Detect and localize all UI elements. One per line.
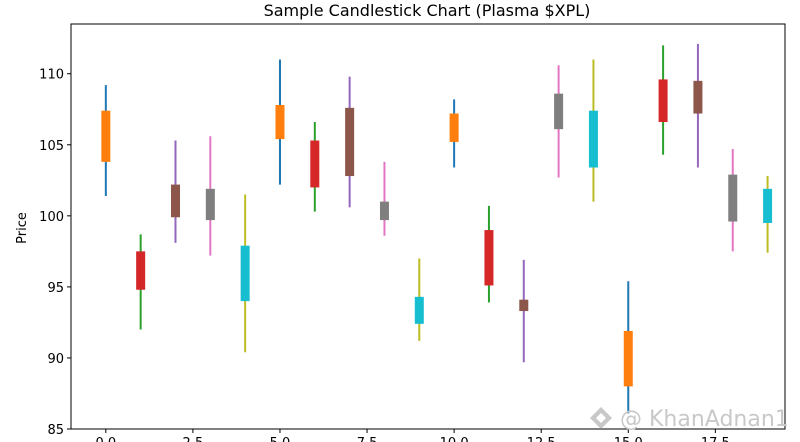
candle <box>554 65 564 178</box>
y-tick-label: 100 <box>39 210 64 225</box>
candle <box>484 205 494 303</box>
candle-body <box>693 80 703 114</box>
x-tick-label: 15.0 <box>614 436 643 442</box>
candle-body <box>623 330 633 387</box>
candle-body <box>449 113 459 142</box>
x-tick-label: 17.5 <box>701 436 730 442</box>
candle-body <box>136 251 146 290</box>
x-tick-label: 7.5 <box>357 436 378 442</box>
x-tick-label: 0.0 <box>95 436 116 442</box>
y-tick-label: 110 <box>39 68 64 83</box>
candle <box>379 161 389 236</box>
candle-body <box>170 184 180 218</box>
candle <box>205 136 215 256</box>
candle <box>414 258 424 341</box>
candle-body <box>763 188 773 223</box>
candle-body <box>275 105 285 140</box>
plot-frame <box>70 23 786 430</box>
candle-body <box>379 201 389 221</box>
y-tick-label: 95 <box>47 281 64 296</box>
candle-body <box>588 110 598 168</box>
candle-body <box>658 79 668 123</box>
y-tick-label: 85 <box>47 423 64 438</box>
candle <box>310 122 320 212</box>
candle <box>136 234 146 330</box>
candle-body <box>101 110 111 162</box>
candle <box>588 59 598 202</box>
y-tick-label: 90 <box>47 352 64 367</box>
candle-body <box>519 299 529 312</box>
candle <box>763 176 773 253</box>
watermark: @ KhanAdnan1 <box>590 407 789 432</box>
y-tick-label: 105 <box>39 139 64 154</box>
candle <box>623 281 633 414</box>
candle <box>449 99 459 168</box>
candle-body <box>345 107 355 177</box>
candle <box>240 194 250 353</box>
x-tick-label: 2.5 <box>183 436 204 442</box>
chart-title: Sample Candlestick Chart (Plasma $XPL) <box>264 1 591 20</box>
watermark-text: @ KhanAdnan1 <box>620 407 789 432</box>
candle <box>345 76 355 208</box>
candle <box>519 259 529 363</box>
candle-body <box>554 93 564 130</box>
candle-body <box>728 174 738 222</box>
candle-body <box>310 140 320 188</box>
candle <box>101 85 111 196</box>
candle <box>170 140 180 243</box>
candle <box>693 43 703 168</box>
candle-body <box>205 188 215 221</box>
plot-area <box>101 43 773 414</box>
x-tick-label: 10.0 <box>440 436 469 442</box>
candle-body <box>414 296 424 324</box>
y-axis-label: Price <box>15 212 30 244</box>
candle-body <box>240 245 250 302</box>
axes: 85 90 95 100 105 110 0.0 2.5 5.0 7.5 10.0 12.5 15.0 1… <box>39 68 730 442</box>
candle <box>728 149 738 252</box>
candle <box>275 59 285 185</box>
candle-body <box>484 230 494 286</box>
candle <box>658 45 668 155</box>
x-tick-label: 5.0 <box>270 436 291 442</box>
x-tick-label: 12.5 <box>527 436 556 442</box>
watermark-logo-icon <box>590 407 612 429</box>
